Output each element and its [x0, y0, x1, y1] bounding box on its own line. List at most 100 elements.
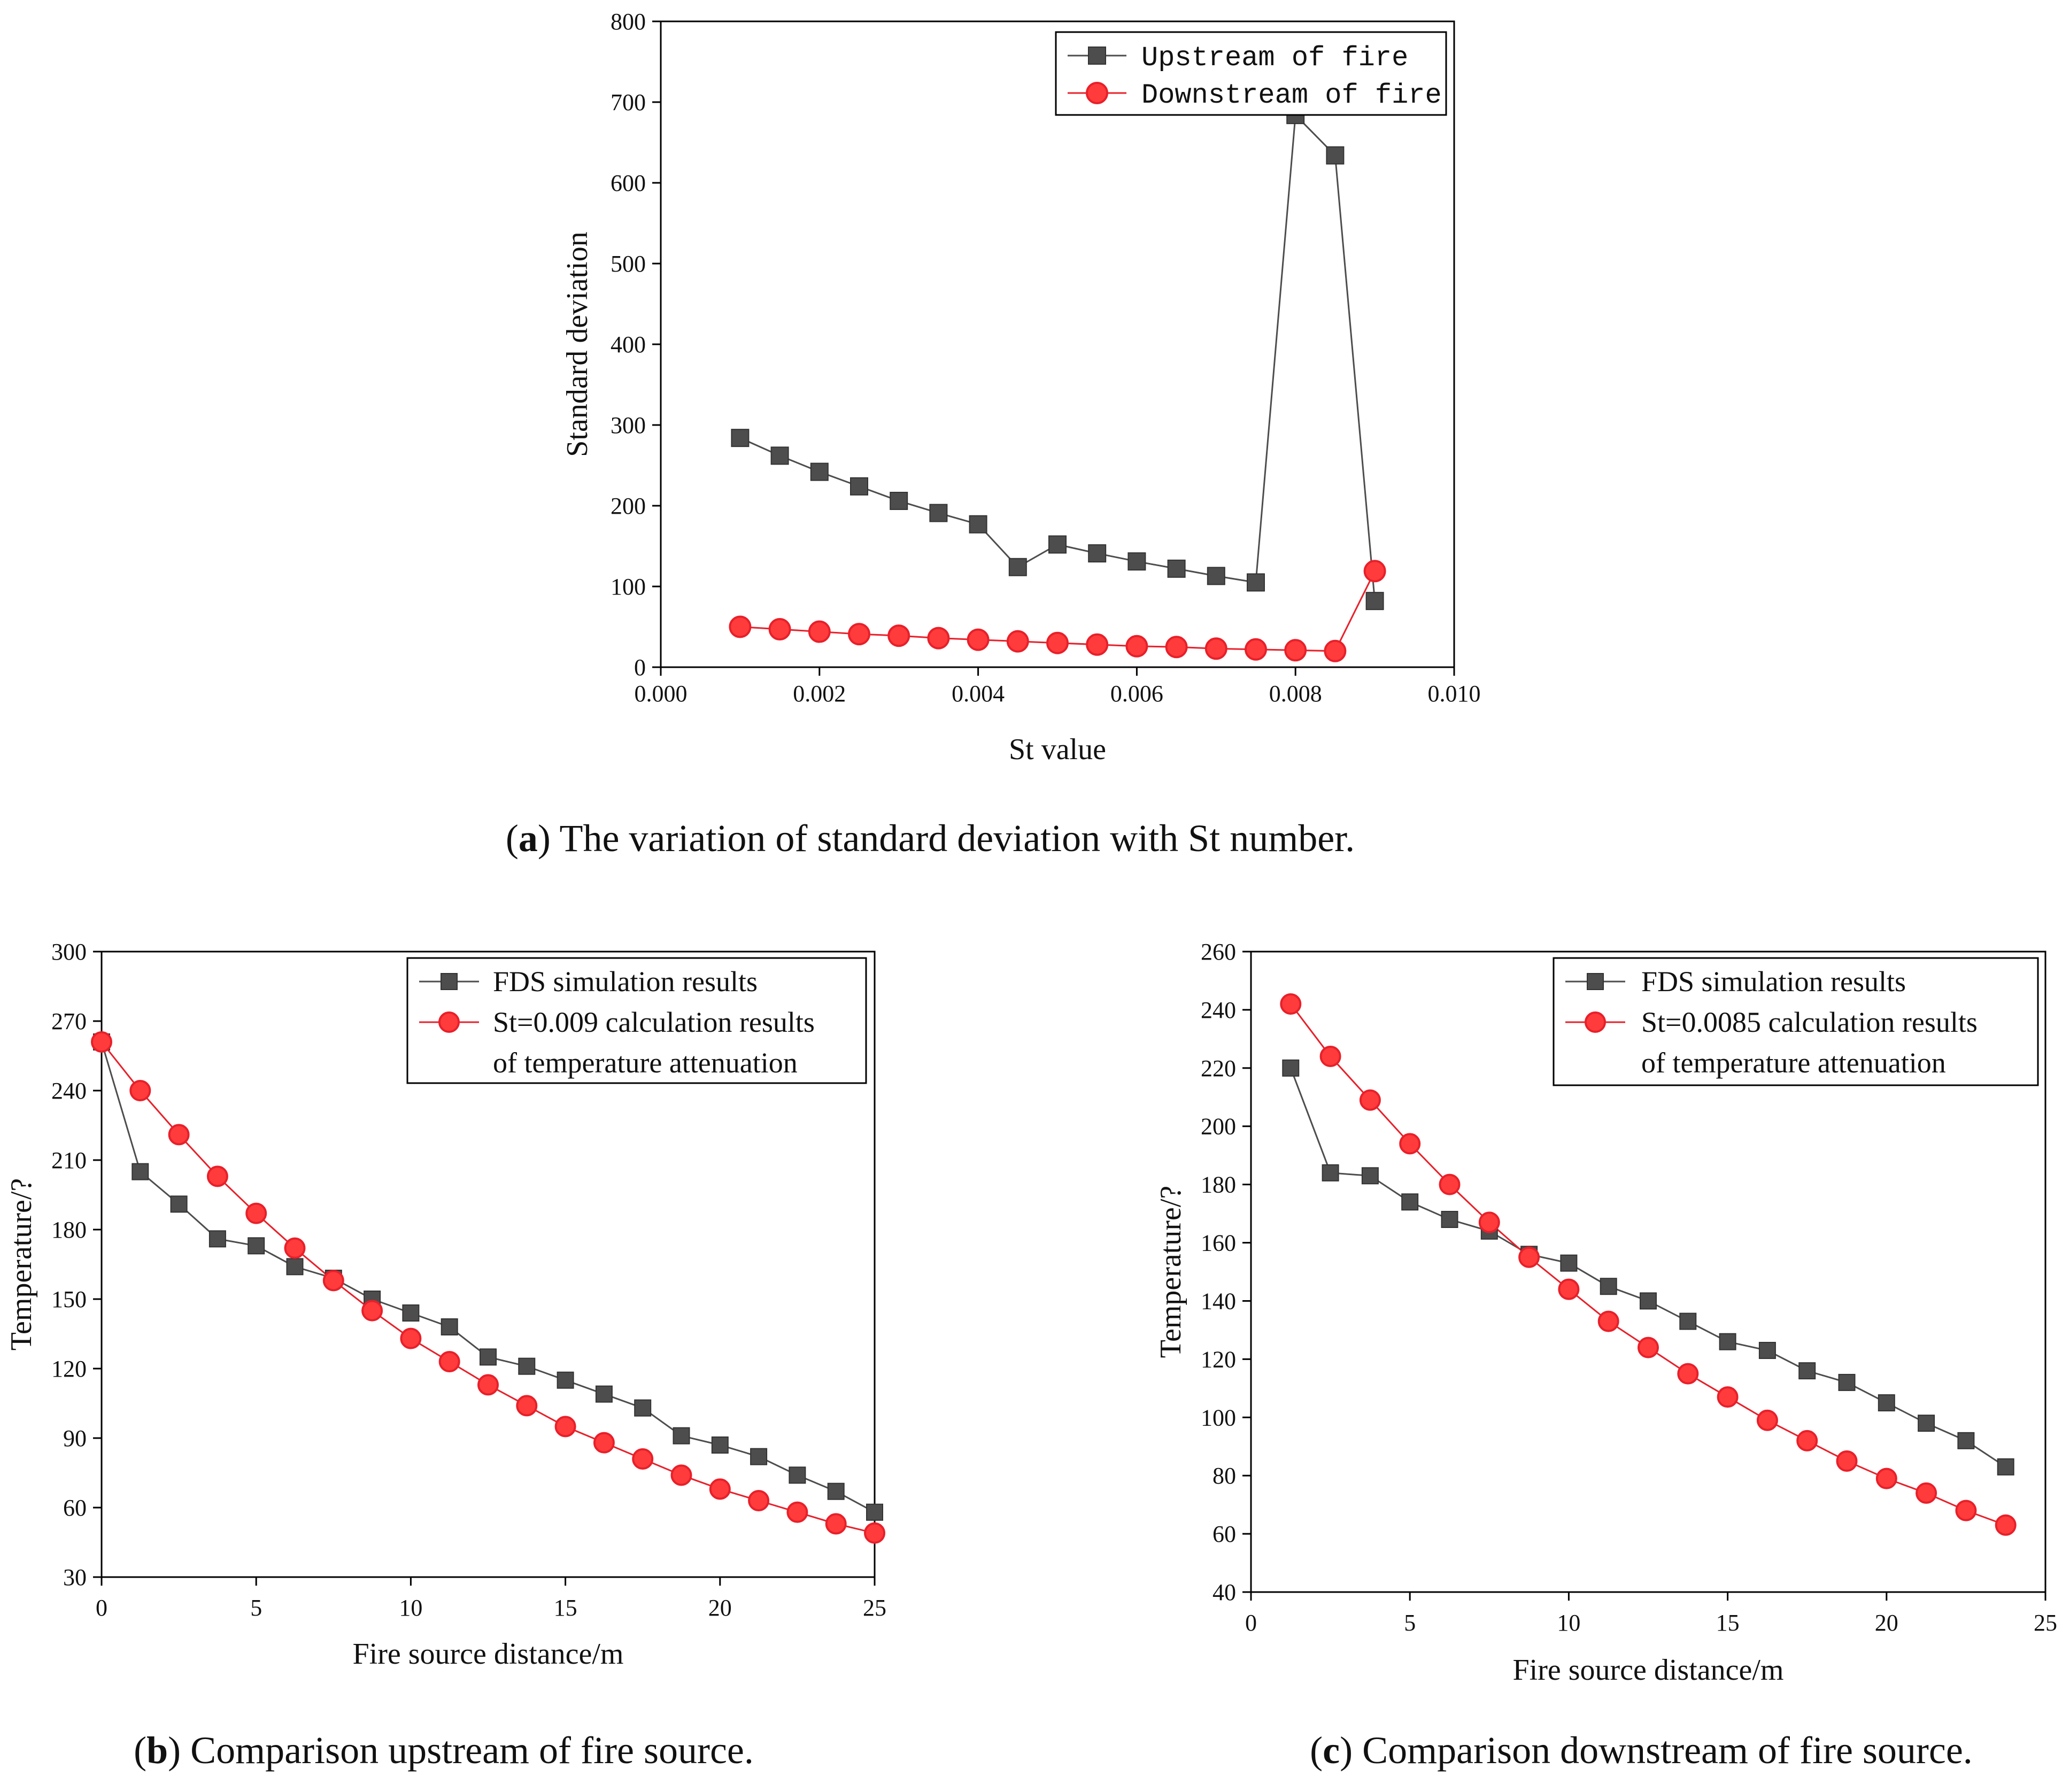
data-point-square	[1441, 1210, 1458, 1228]
y-tick-label: 60	[1213, 1521, 1236, 1547]
data-point-circle	[864, 1522, 885, 1544]
data-point-circle	[1125, 635, 1148, 658]
data-point-circle	[768, 618, 791, 641]
data-point-square	[789, 1466, 806, 1484]
caption-text: Comparison downstream of fire source.	[1353, 1729, 1973, 1772]
data-point-square	[969, 515, 987, 534]
data-point-square	[1008, 558, 1027, 576]
data-point-square	[1798, 1362, 1816, 1380]
legend-marker-circle	[1585, 1011, 1606, 1033]
data-point-circle	[1836, 1450, 1858, 1472]
y-axis-title: Standard deviation	[561, 231, 594, 457]
data-point-square	[1838, 1373, 1856, 1391]
x-tick-label: 0.002	[793, 681, 846, 707]
x-tick-label: 20	[708, 1595, 732, 1621]
data-point-circle	[1086, 633, 1109, 656]
y-tick-label: 270	[51, 1008, 87, 1034]
y-tick-label: 800	[611, 9, 646, 35]
chart-a: 0.000 0.002 0.004 0.006 0.008 0.010 0 100 200 300…	[506, 9, 1481, 860]
y-tick-label: 400	[611, 331, 646, 358]
data-point-circle	[1324, 639, 1347, 662]
data-point-circle	[887, 624, 910, 647]
data-point-circle	[322, 1270, 344, 1292]
caption-close: )	[538, 817, 551, 860]
x-axis-title: St value	[1009, 733, 1106, 766]
legend-label: St=0.009 calculation results	[493, 1006, 815, 1038]
data-point-circle	[808, 620, 831, 643]
x-tick-label: 0	[96, 1595, 107, 1621]
data-point-circle	[1796, 1430, 1818, 1451]
data-point-square	[711, 1436, 729, 1454]
y-tick-label: 210	[51, 1147, 87, 1173]
data-point-circle	[729, 615, 752, 638]
y-tick-label: 700	[611, 89, 646, 115]
data-point-circle	[1955, 1500, 1977, 1521]
data-point-square	[1048, 535, 1067, 554]
legend-marker-circle	[1086, 82, 1108, 104]
data-point-circle	[927, 627, 950, 650]
x-tick-label: 0	[1245, 1610, 1257, 1636]
data-point-circle	[1677, 1363, 1699, 1385]
y-tick-label: 100	[1201, 1404, 1236, 1431]
data-point-square	[518, 1357, 536, 1375]
data-point-circle	[1597, 1310, 1619, 1332]
data-point-circle	[1638, 1337, 1659, 1358]
x-tick-label: 0.008	[1269, 681, 1322, 707]
data-point-circle	[477, 1374, 499, 1396]
y-tick-label: 300	[51, 939, 87, 965]
data-point-square	[1719, 1333, 1736, 1350]
data-point-square	[1640, 1292, 1657, 1310]
series-line-black	[101, 1041, 875, 1513]
data-point-square	[1167, 559, 1186, 578]
x-tick-label: 0.010	[1428, 681, 1481, 707]
data-point-circle	[1280, 993, 1302, 1015]
data-point-square	[1127, 552, 1146, 571]
caption-open: (	[506, 817, 519, 860]
data-point-square	[890, 491, 908, 510]
y-axis-title: Temperature/?	[5, 1178, 38, 1351]
data-point-circle	[91, 1031, 112, 1053]
legend-box	[406, 957, 867, 1084]
data-point-square	[731, 429, 750, 447]
data-point-circle	[1518, 1246, 1540, 1268]
chart-b: 0 5 10 15 20 25 30 60 90 120 150 180 210 240 270 300 Fir…	[5, 939, 886, 1772]
data-point-circle	[1478, 1211, 1500, 1233]
data-point-circle	[1399, 1133, 1421, 1155]
y-tick-label: 120	[1201, 1346, 1236, 1372]
x-tick-label: 15	[1716, 1610, 1740, 1636]
data-point-square	[1207, 567, 1225, 585]
series-line-black	[1289, 1068, 2006, 1468]
data-point-square	[1560, 1254, 1578, 1272]
chart-c: 0 5 10 15 20 25 40 60 80 100 120 140 160 180 200 220 240…	[1154, 939, 2057, 1772]
legend-label: Downstream of fire	[1141, 80, 1442, 111]
data-point-circle	[400, 1327, 422, 1349]
data-point-circle	[825, 1513, 847, 1535]
data-point-square	[810, 462, 829, 481]
data-point-square	[132, 1163, 149, 1180]
y-tick-label: 300	[611, 412, 646, 438]
legend-label: St=0.0085 calculation results	[1641, 1006, 1978, 1038]
data-point-square	[1326, 146, 1345, 165]
data-point-circle	[848, 623, 870, 646]
data-point-square	[402, 1304, 420, 1322]
caption-open: (	[134, 1729, 146, 1772]
plot-frame	[101, 951, 876, 1578]
caption-close: )	[168, 1729, 181, 1772]
data-point-circle	[1363, 560, 1386, 583]
data-point-circle	[168, 1124, 190, 1146]
caption: (a) The variation of standard deviation …	[506, 817, 1355, 860]
x-tick-label: 25	[863, 1595, 886, 1621]
caption-close: )	[1340, 1729, 1353, 1772]
data-point-square	[557, 1371, 574, 1389]
data-point-circle	[1995, 1514, 2017, 1536]
data-point-circle	[1756, 1409, 1778, 1431]
legend: FDS simulation results St=0.0085 calculat…	[1553, 957, 2039, 1086]
data-point-circle	[1916, 1482, 1937, 1504]
data-point-circle	[1245, 638, 1267, 661]
data-point-square	[286, 1258, 304, 1276]
data-point-circle	[284, 1237, 306, 1259]
series-line-black	[739, 113, 1376, 601]
data-point-square	[1401, 1193, 1419, 1211]
x-tick-label: 5	[250, 1595, 262, 1621]
